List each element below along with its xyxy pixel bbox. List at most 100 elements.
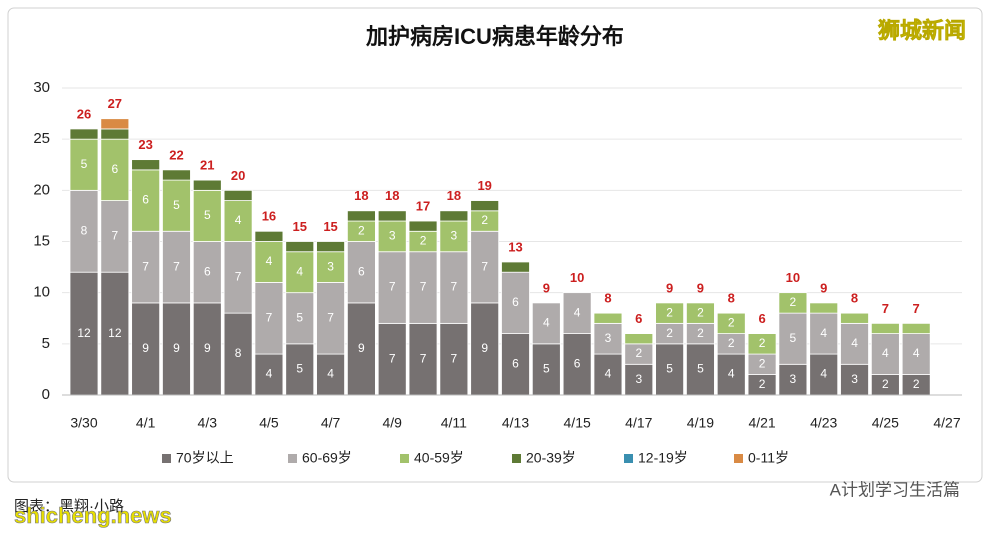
bar-segment [131, 159, 161, 171]
segment-label: 2 [420, 234, 427, 248]
bar-segment [223, 200, 253, 242]
bar-segment [192, 189, 222, 242]
segment-label: 9 [173, 341, 180, 355]
bar-segment [408, 322, 438, 396]
bar-segment [100, 128, 130, 140]
bar-segment [716, 312, 746, 334]
segment-label: 5 [296, 310, 303, 324]
x-tick-label: 4/13 [502, 415, 529, 431]
segment-label: 9 [358, 341, 365, 355]
bar-segment [870, 322, 900, 335]
segment-label: 7 [327, 310, 334, 324]
segment-label: 3 [605, 331, 612, 345]
bar-segment [470, 200, 500, 212]
segment-label: 5 [666, 362, 673, 376]
segment-label: 5 [81, 157, 88, 171]
bar-segment [655, 343, 685, 396]
bar-segment [840, 322, 869, 365]
total-label: 18 [385, 188, 399, 203]
bar-segment [377, 322, 407, 396]
segment-label: 7 [389, 280, 396, 294]
segment-label: 7 [173, 259, 180, 273]
x-tick-label: 3/30 [70, 415, 97, 431]
segment-label: 8 [235, 346, 242, 360]
y-tick-label: 25 [33, 130, 50, 147]
segment-label: 9 [481, 341, 488, 355]
segment-label: 7 [235, 269, 242, 283]
bar-segment [100, 200, 130, 273]
segment-label: 6 [142, 193, 149, 207]
legend-swatch [400, 454, 409, 463]
bar-segment [285, 241, 315, 253]
x-tick-label: 4/23 [810, 415, 837, 431]
x-tick-label: 4/19 [687, 415, 714, 431]
legend-label: 60-69岁 [302, 450, 352, 466]
segment-label: 7 [142, 259, 149, 273]
segment-label: 6 [512, 295, 519, 309]
segment-label: 6 [358, 264, 365, 278]
segment-label: 4 [543, 316, 550, 330]
legend-label: 0-11岁 [748, 450, 789, 466]
bar-segment [162, 230, 191, 304]
total-label: 6 [635, 311, 642, 326]
chart-title: 加护病房ICU病患年龄分布 [365, 24, 624, 49]
segment-label: 7 [481, 259, 488, 273]
total-label: 9 [666, 280, 673, 295]
segment-label: 6 [574, 356, 581, 370]
total-label: 15 [323, 219, 337, 234]
bar-segment [778, 363, 808, 396]
total-label: 15 [293, 219, 307, 234]
bar-segment [223, 241, 253, 314]
bar-segment [470, 230, 500, 304]
segment-label: 4 [913, 346, 920, 360]
total-label: 19 [477, 178, 491, 193]
total-label: 18 [354, 188, 368, 203]
source: 图表：黑翔·小路 [14, 498, 124, 515]
total-label: 22 [169, 147, 183, 162]
total-label: 7 [882, 301, 889, 316]
segment-label: 5 [543, 362, 550, 376]
bar-segment [131, 169, 161, 232]
segment-label: 3 [389, 229, 396, 243]
bar-segment [316, 282, 345, 355]
segment-label: 7 [420, 351, 427, 365]
segment-label: 7 [389, 351, 396, 365]
bar-segment [69, 189, 99, 273]
bar-segment [562, 292, 592, 334]
bar-segment [131, 302, 161, 396]
segment-label: 4 [882, 346, 889, 360]
bar-segment [223, 312, 253, 396]
bar-segment [316, 241, 345, 253]
segment-label: 2 [635, 346, 642, 360]
total-label: 8 [728, 291, 735, 306]
total-label: 9 [543, 280, 550, 295]
bar-segment [223, 189, 253, 201]
segment-label: 2 [790, 295, 797, 309]
segment-label: 12 [108, 326, 122, 340]
total-label: 20 [231, 168, 245, 183]
segment-label: 3 [327, 259, 334, 273]
segment-label: 2 [759, 336, 766, 350]
legend-label: 70岁以上 [176, 450, 234, 466]
bar-segment [501, 261, 530, 273]
bar-segment [377, 210, 407, 222]
y-tick-label: 0 [42, 386, 50, 403]
bar-segment [162, 169, 191, 181]
total-label: 23 [138, 137, 152, 152]
bar-segment [624, 333, 654, 345]
segment-label: 2 [481, 213, 488, 227]
segment-label: 4 [574, 305, 581, 319]
bar-segment [531, 302, 561, 345]
bar-segment [162, 302, 191, 396]
bar-segment [840, 312, 869, 324]
segment-label: 6 [111, 162, 118, 176]
site: shicheng.news [14, 503, 172, 528]
y-tick-label: 5 [42, 335, 50, 352]
bar-segment [747, 333, 777, 355]
segment-label: 4 [327, 367, 334, 381]
bar-segment [501, 271, 530, 335]
segment-label: 2 [666, 326, 673, 340]
bar-segment [100, 118, 130, 130]
segment-label: 4 [820, 367, 827, 381]
legend-swatch [624, 454, 633, 463]
